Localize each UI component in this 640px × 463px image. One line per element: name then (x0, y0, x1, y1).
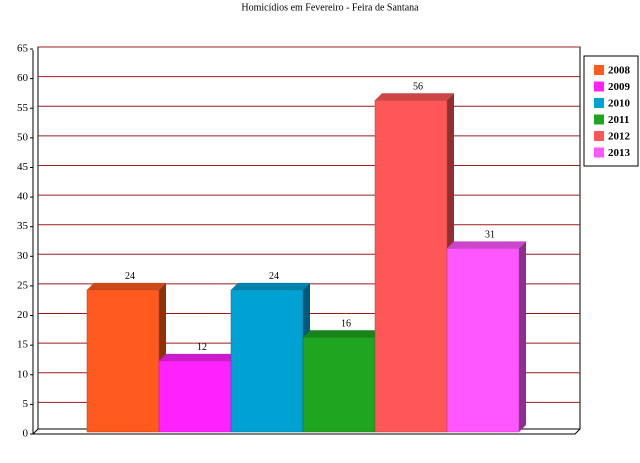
y-tick-label: 25 (17, 279, 29, 291)
bar (374, 100, 448, 433)
legend-label: 2009 (608, 81, 631, 93)
bar (86, 289, 160, 433)
bar-top (375, 93, 454, 101)
legend-swatch (594, 114, 604, 125)
y-tick-label: 50 (17, 131, 29, 143)
value-label: 31 (485, 230, 495, 241)
bar-top (87, 282, 166, 290)
value-label: 16 (341, 319, 351, 330)
y-tick-label: 15 (17, 339, 29, 351)
legend-box (583, 55, 639, 167)
y-tick-label: 20 (17, 309, 29, 321)
y-tick-label: 40 (17, 191, 29, 203)
y-tick-label: 55 (17, 102, 29, 114)
legend-label: 2011 (608, 114, 629, 126)
value-label: 12 (197, 342, 207, 353)
y-tick-label: 60 (17, 72, 29, 84)
legend-swatch (594, 98, 604, 108)
y-tick-label: 35 (17, 220, 29, 232)
bar-top (303, 330, 382, 338)
y-tick-label: 30 (17, 250, 29, 262)
bar (302, 336, 376, 433)
bar-top (159, 353, 238, 361)
bar (230, 289, 304, 433)
legend-label: 2013 (608, 147, 631, 159)
bar (446, 248, 520, 433)
legend-label: 2008 (608, 65, 631, 77)
legend-label: 2010 (608, 98, 631, 110)
chart-title: Homicídios em Fevereiro - Feira de Santa… (241, 2, 419, 13)
legend-swatch (594, 147, 604, 158)
bar-top (231, 282, 310, 290)
y-tick-label: 0 (23, 428, 29, 440)
y-tick-label: 10 (17, 368, 29, 380)
legend-swatch (594, 81, 604, 92)
bar (158, 360, 232, 433)
y-tick-label: 5 (23, 398, 29, 410)
value-label: 24 (125, 271, 135, 282)
legend-label: 2012 (608, 131, 631, 143)
bar-side (519, 241, 526, 432)
legend-swatch (594, 65, 604, 75)
legend-swatch (594, 131, 604, 141)
y-tick-label: 45 (17, 161, 29, 173)
value-label: 24 (269, 271, 279, 282)
bar-top (447, 241, 526, 249)
y-tick-label: 65 (17, 43, 29, 55)
value-label: 56 (413, 82, 423, 93)
